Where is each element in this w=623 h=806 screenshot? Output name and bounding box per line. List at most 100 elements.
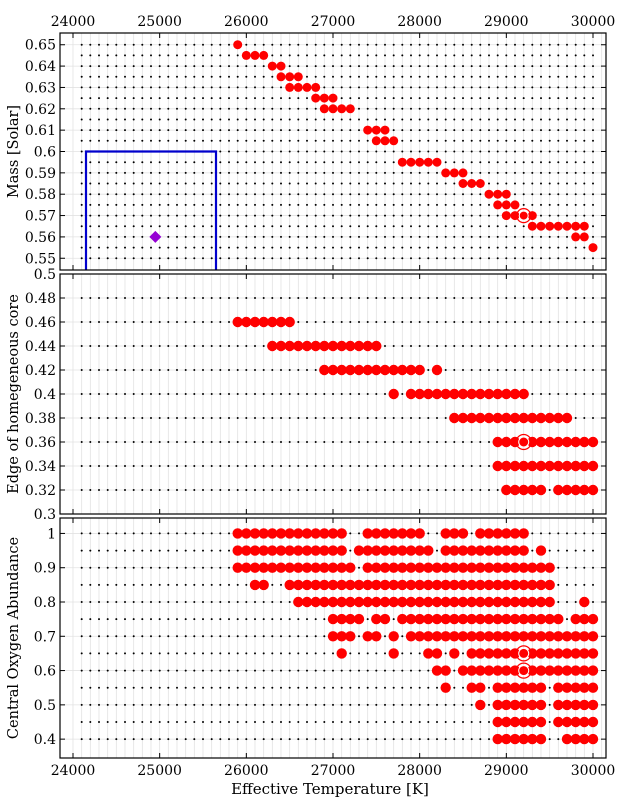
grid-point bbox=[540, 129, 542, 132]
grid-point bbox=[410, 107, 412, 110]
grid-point bbox=[314, 721, 317, 723]
grid-point bbox=[245, 601, 248, 603]
grid-point bbox=[332, 150, 334, 153]
grid-point bbox=[306, 721, 308, 723]
grid-point bbox=[89, 532, 92, 535]
grid-point bbox=[557, 107, 560, 110]
grid-point bbox=[202, 182, 204, 185]
fit-point bbox=[258, 579, 269, 591]
fit-point bbox=[501, 596, 512, 608]
grid-point bbox=[106, 246, 109, 249]
fit-point bbox=[492, 579, 503, 591]
grid-point bbox=[262, 686, 265, 689]
grid-point bbox=[176, 618, 178, 621]
grid-point bbox=[124, 193, 126, 196]
grid-point bbox=[306, 107, 308, 110]
grid-point bbox=[176, 86, 178, 89]
grid-point bbox=[323, 193, 326, 196]
grid-point bbox=[236, 417, 239, 419]
grid-point bbox=[184, 182, 187, 185]
grid-point bbox=[106, 738, 109, 741]
grid-point bbox=[479, 246, 482, 249]
grid-point bbox=[566, 549, 568, 552]
grid-point bbox=[167, 721, 170, 723]
grid-point bbox=[115, 721, 118, 723]
grid-point bbox=[349, 489, 352, 491]
fit-point bbox=[587, 613, 599, 625]
y-tick-label: 0.6 bbox=[34, 664, 56, 680]
grid-point bbox=[384, 489, 386, 491]
grid-point bbox=[392, 118, 395, 121]
grid-point bbox=[124, 703, 126, 706]
grid-point bbox=[228, 150, 230, 153]
grid-point bbox=[158, 54, 161, 57]
fit-point bbox=[249, 562, 261, 573]
grid-point bbox=[323, 75, 326, 78]
grid-point bbox=[392, 489, 395, 491]
grid-point bbox=[436, 465, 438, 467]
grid-point bbox=[245, 583, 248, 586]
grid-point bbox=[488, 171, 490, 174]
grid-point bbox=[106, 549, 109, 552]
grid-point bbox=[306, 171, 308, 174]
fit-point bbox=[431, 665, 443, 676]
grid-point bbox=[228, 441, 230, 443]
grid-point bbox=[288, 652, 291, 655]
fit-point bbox=[579, 460, 590, 472]
grid-point bbox=[340, 97, 343, 100]
grid-point bbox=[427, 417, 430, 419]
grid-point bbox=[202, 393, 204, 395]
grid-point bbox=[167, 65, 170, 68]
grid-point bbox=[262, 107, 265, 110]
grid-point bbox=[115, 652, 118, 655]
grid-point bbox=[236, 214, 239, 217]
grid-point bbox=[392, 257, 395, 260]
grid-point bbox=[176, 171, 178, 174]
fit-point bbox=[319, 579, 330, 591]
grid-point bbox=[80, 297, 83, 299]
grid-point bbox=[271, 225, 274, 228]
grid-point bbox=[245, 703, 248, 706]
grid-point bbox=[236, 369, 239, 371]
grid-point bbox=[540, 321, 542, 323]
grid-point bbox=[583, 214, 586, 217]
grid-point bbox=[522, 171, 525, 174]
grid-point bbox=[132, 193, 135, 196]
grid-point bbox=[332, 393, 334, 395]
fit-point bbox=[475, 528, 486, 539]
fit-point bbox=[319, 562, 330, 573]
grid-point bbox=[288, 107, 291, 110]
grid-point bbox=[522, 321, 525, 323]
fit-point bbox=[258, 528, 269, 539]
grid-point bbox=[297, 139, 300, 142]
grid-point bbox=[340, 257, 343, 260]
grid-point bbox=[167, 465, 170, 467]
grid-point bbox=[158, 257, 161, 260]
grid-point bbox=[531, 321, 534, 323]
grid-point bbox=[228, 393, 230, 395]
grid-point bbox=[401, 652, 404, 655]
grid-point bbox=[358, 566, 360, 569]
grid-point bbox=[150, 345, 152, 347]
grid-point bbox=[332, 139, 334, 142]
grid-point bbox=[158, 618, 161, 621]
grid-point bbox=[566, 54, 568, 57]
grid-point bbox=[392, 75, 395, 78]
grid-point bbox=[340, 235, 343, 238]
grid-point bbox=[522, 345, 525, 347]
fit-point bbox=[518, 436, 529, 448]
grid-point bbox=[228, 182, 230, 185]
grid-point bbox=[375, 465, 378, 467]
fit-point bbox=[492, 631, 503, 642]
grid-point bbox=[297, 235, 300, 238]
grid-point bbox=[522, 43, 525, 46]
grid-point bbox=[254, 171, 256, 174]
fit-point bbox=[483, 579, 495, 591]
fit-point bbox=[414, 631, 425, 642]
grid-point bbox=[262, 489, 265, 491]
fit-point bbox=[275, 528, 287, 539]
grid-point bbox=[288, 214, 291, 217]
grid-point bbox=[280, 417, 282, 419]
grid-point bbox=[583, 549, 586, 552]
